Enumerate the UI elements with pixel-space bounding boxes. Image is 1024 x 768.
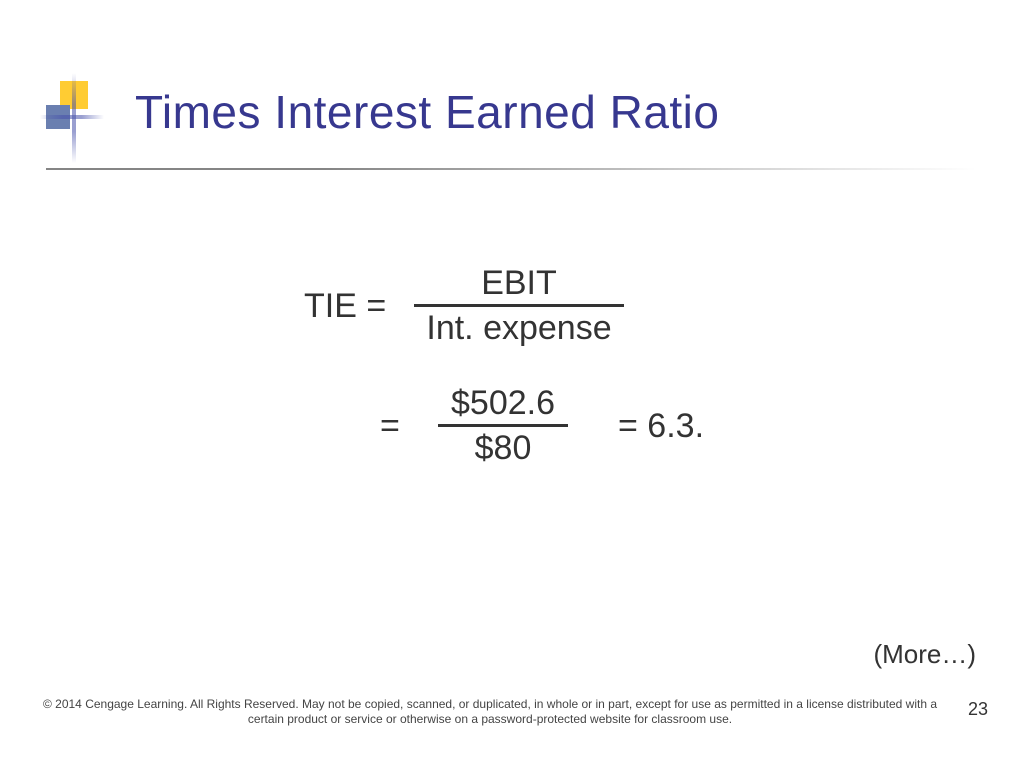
formula-denominator-2: $80 [428, 427, 578, 469]
formula-fraction-2: $502.6 $80 [428, 382, 578, 469]
formula-fraction-1: EBIT Int. expense [414, 262, 624, 349]
copyright-text: © 2014 Cengage Learning. All Rights Rese… [40, 697, 940, 728]
formula-numerator-2: $502.6 [428, 382, 578, 424]
formula-denominator-1: Int. expense [414, 307, 624, 349]
formula-result: = 6.3. [618, 407, 704, 446]
formula-lhs-1: TIE = [304, 287, 386, 326]
slide-decoration [46, 81, 106, 141]
formula-lhs-2: = [380, 407, 400, 446]
title-underline [46, 168, 976, 170]
more-label: (More…) [873, 639, 976, 670]
slide-title: Times Interest Earned Ratio [135, 85, 719, 139]
page-number: 23 [968, 699, 988, 720]
decor-cross-horizontal [40, 115, 104, 119]
formula-row-2: = $502.6 $80 = 6.3. [0, 382, 1024, 482]
formula-numerator-1: EBIT [414, 262, 624, 304]
formula-row-1: TIE = EBIT Int. expense [0, 262, 1024, 362]
